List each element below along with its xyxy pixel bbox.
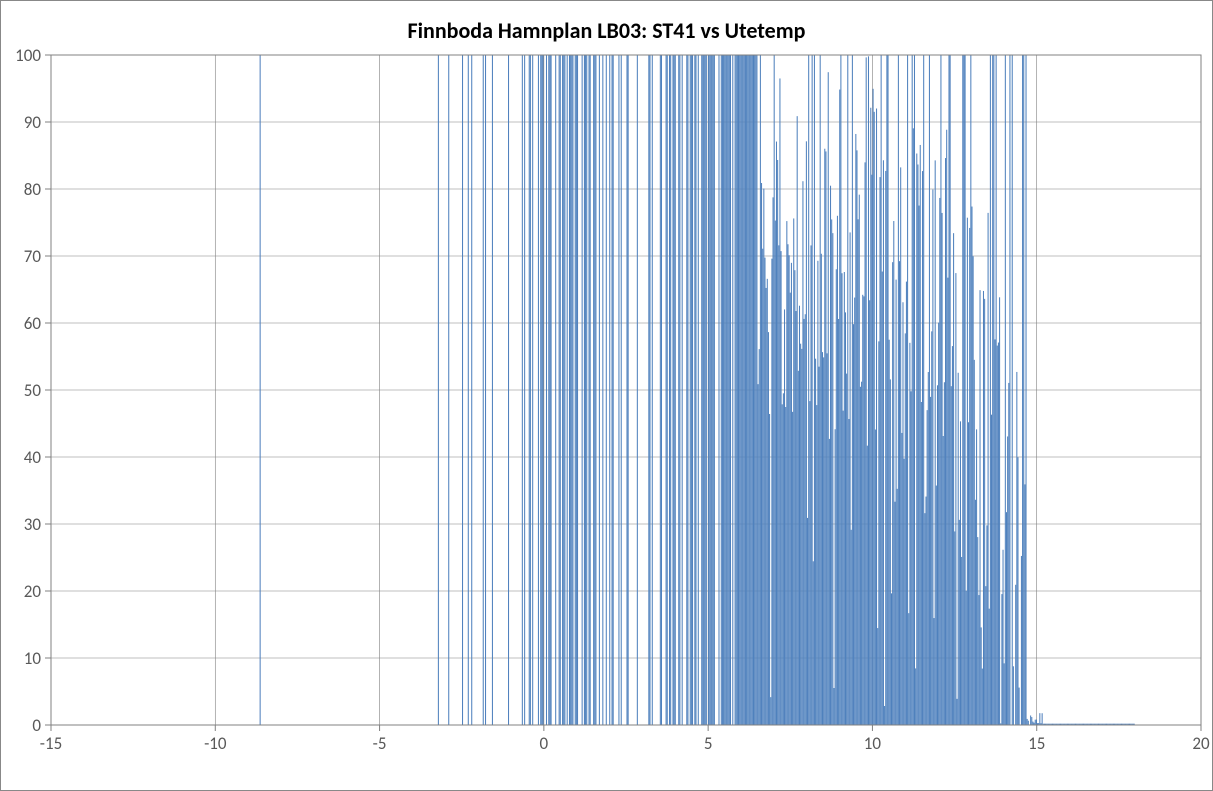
svg-text:10: 10 [864, 733, 882, 754]
svg-text:60: 60 [24, 313, 42, 334]
svg-text:80: 80 [24, 179, 42, 200]
svg-text:0: 0 [32, 715, 41, 736]
svg-text:50: 50 [24, 380, 42, 401]
svg-text:20: 20 [1192, 733, 1210, 754]
svg-text:20: 20 [24, 581, 42, 602]
chart-frame: Finnboda Hamnplan LB03: ST41 vs Utetemp … [0, 0, 1213, 791]
chart-title: Finnboda Hamnplan LB03: ST41 vs Utetemp [1, 17, 1212, 44]
svg-text:-10: -10 [204, 733, 227, 754]
svg-text:0: 0 [540, 733, 549, 754]
svg-text:-5: -5 [373, 733, 387, 754]
svg-text:30: 30 [24, 514, 42, 535]
chart-svg: -15-10-5051015200102030405060708090100 [51, 55, 1201, 755]
svg-text:10: 10 [24, 648, 42, 669]
svg-text:70: 70 [24, 246, 42, 267]
svg-text:5: 5 [704, 733, 713, 754]
svg-text:40: 40 [24, 447, 42, 468]
svg-text:90: 90 [24, 112, 42, 133]
svg-text:-15: -15 [40, 733, 62, 754]
svg-text:15: 15 [1028, 733, 1045, 754]
svg-text:100: 100 [15, 45, 41, 66]
plot-area: -15-10-5051015200102030405060708090100 [51, 55, 1201, 755]
